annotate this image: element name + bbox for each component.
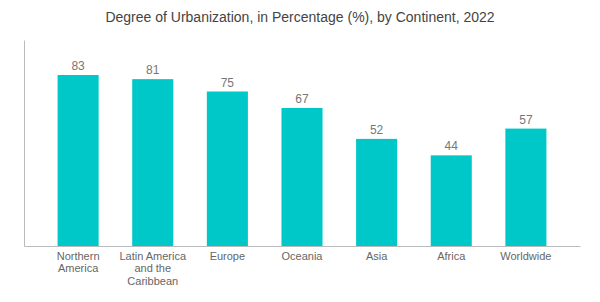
x-tick: Latin Americaand theCaribbean [119, 246, 187, 287]
x-tick: Africa [437, 246, 466, 262]
data-label: 83 [71, 59, 85, 73]
x-tick-label: Latin Americaand theCaribbean [119, 250, 187, 287]
x-tick-label-line: Latin America [119, 250, 187, 262]
data-label: 67 [295, 92, 309, 106]
data-label: 75 [221, 76, 235, 90]
x-tick: NorthernAmerica [57, 246, 100, 274]
bar [207, 92, 248, 247]
x-axis-line [25, 246, 581, 247]
bar [132, 79, 173, 246]
y-axis [24, 41, 25, 247]
x-tick-label-line: and the [134, 262, 171, 274]
bar [505, 129, 546, 246]
x-tick-label-line: Asia [366, 250, 388, 262]
x-tick-label-line: Worldwide [500, 250, 551, 262]
bar [431, 155, 472, 246]
y-axis-line [24, 41, 25, 247]
data-label: 57 [519, 113, 533, 127]
data-label: 52 [370, 123, 384, 137]
bar [356, 139, 397, 246]
x-tick-label: Asia [366, 250, 388, 262]
x-tick-label-line: Northern [57, 250, 100, 262]
x-tick-label-line: Caribbean [127, 275, 178, 287]
x-tick-label: NorthernAmerica [57, 250, 100, 275]
chart-svg: Degree of Urbanization, in Percentage (%… [0, 0, 600, 302]
x-tick: Asia [366, 246, 388, 262]
plot-area: 83 81 75 67 52 44 57 NorthernAmerica Latin Ameri… [25, 41, 581, 288]
bar [58, 75, 99, 246]
x-tick-label: Europe [210, 250, 245, 262]
data-labels: 83 81 75 67 52 44 57 [71, 59, 532, 153]
data-label: 44 [445, 139, 459, 153]
x-tick-label: Africa [437, 250, 466, 262]
x-tick: Oceania [282, 246, 324, 262]
x-axis: NorthernAmerica Latin Americaand theCarib… [25, 246, 581, 287]
bars [58, 75, 547, 246]
x-tick: Europe [210, 246, 245, 262]
chart-title: Degree of Urbanization, in Percentage (%… [105, 9, 494, 25]
x-tick-label-line: Africa [437, 250, 466, 262]
data-label: 81 [146, 63, 160, 77]
x-tick-label-line: Europe [210, 250, 245, 262]
x-tick-label-line: America [58, 262, 99, 274]
x-tick-label-line: Oceania [282, 250, 324, 262]
x-tick-label: Oceania [282, 250, 324, 262]
x-tick: Worldwide [500, 246, 551, 262]
bar [281, 108, 322, 246]
x-tick-label: Worldwide [500, 250, 551, 262]
